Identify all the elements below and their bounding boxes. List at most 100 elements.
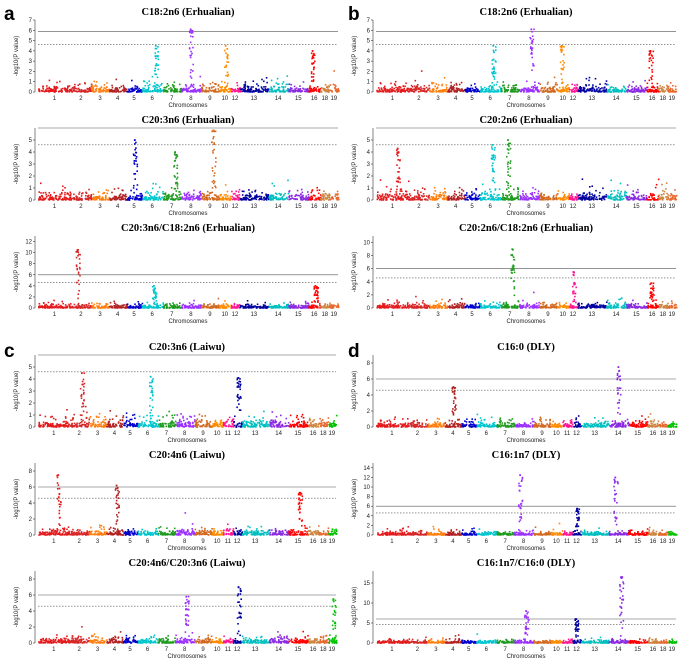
chromosome-2-points xyxy=(70,82,93,93)
snp-point xyxy=(396,91,399,93)
snp-point xyxy=(134,196,137,198)
snp-point xyxy=(208,307,211,309)
snp-point xyxy=(316,287,318,290)
y-tick-label: 2 xyxy=(367,174,371,180)
snp-point xyxy=(448,197,450,200)
snp-point xyxy=(471,194,473,196)
snp-point xyxy=(152,307,155,309)
snp-point xyxy=(113,198,116,201)
snp-point xyxy=(651,75,653,77)
snp-point xyxy=(158,186,161,189)
snp-point xyxy=(70,89,72,92)
snp-point xyxy=(652,85,654,88)
snp-point xyxy=(78,253,80,256)
snp-point xyxy=(312,73,315,75)
snp-point xyxy=(176,183,179,185)
snp-point xyxy=(492,196,495,198)
snp-point xyxy=(385,193,387,195)
snp-point xyxy=(498,85,501,88)
snp-point xyxy=(241,194,244,196)
snp-point xyxy=(268,196,270,199)
snp-point xyxy=(437,90,440,92)
chromosome-13-points xyxy=(239,189,270,201)
snp-point xyxy=(215,305,218,307)
snp-point xyxy=(162,303,165,305)
snp-point xyxy=(193,89,196,91)
snp-point xyxy=(651,71,654,73)
snp-point xyxy=(66,192,69,194)
chromosome-4-points xyxy=(109,300,128,309)
snp-point xyxy=(151,75,154,78)
snp-point xyxy=(270,197,272,200)
snp-point xyxy=(311,190,313,192)
snp-point xyxy=(450,196,453,199)
snp-point xyxy=(271,305,273,308)
snp-point xyxy=(288,90,291,93)
snp-point xyxy=(258,90,261,92)
snp-point xyxy=(560,51,563,53)
snp-point xyxy=(320,197,323,199)
snp-point xyxy=(132,305,135,308)
manhattan-plot-a3: C20:3n6/C18:2n6 (Erhualian)024681012-log… xyxy=(14,223,340,325)
snp-point xyxy=(46,85,48,87)
snp-point xyxy=(96,305,98,307)
snp-point xyxy=(160,90,162,93)
snp-point xyxy=(418,197,420,199)
snp-point xyxy=(62,302,64,305)
snp-point xyxy=(395,197,397,199)
snp-point xyxy=(157,55,159,57)
snp-point xyxy=(184,304,186,307)
x-tick-label: 16 xyxy=(311,96,318,102)
snp-point xyxy=(186,89,189,91)
snp-point xyxy=(155,294,157,297)
snp-point xyxy=(140,89,142,91)
peak-snp-point xyxy=(189,28,192,31)
snp-point xyxy=(384,89,387,92)
snp-point xyxy=(425,91,428,93)
snp-point xyxy=(184,88,186,91)
snp-point xyxy=(511,89,514,91)
snp-point xyxy=(451,198,453,200)
snp-point xyxy=(215,195,218,198)
chromosome-14-points xyxy=(606,84,628,93)
snp-point xyxy=(599,91,602,93)
snp-point xyxy=(172,193,175,195)
snp-point xyxy=(66,89,68,92)
snp-point xyxy=(255,305,257,308)
snp-point xyxy=(216,199,218,201)
snp-point xyxy=(639,85,642,87)
snp-point xyxy=(391,195,394,197)
x-tick-label: 19 xyxy=(330,96,337,102)
snp-point xyxy=(210,192,212,194)
snp-point xyxy=(643,91,646,93)
snp-point xyxy=(118,87,121,89)
snp-point xyxy=(273,185,275,187)
snp-point xyxy=(520,88,523,91)
snp-point xyxy=(285,89,288,92)
y-tick-label: 3 xyxy=(367,59,371,65)
snp-point xyxy=(178,305,181,307)
snp-point xyxy=(501,84,504,87)
snp-point xyxy=(282,91,285,93)
snp-point xyxy=(189,41,192,44)
snp-point xyxy=(233,302,236,305)
snp-point xyxy=(413,198,416,201)
x-tick-label: 14 xyxy=(275,204,282,210)
snp-point xyxy=(76,196,79,198)
snp-point xyxy=(76,306,79,309)
snp-point xyxy=(155,183,157,185)
snp-point xyxy=(569,88,571,91)
snp-point xyxy=(160,89,162,92)
snp-point xyxy=(407,198,409,200)
snp-point xyxy=(321,306,324,309)
snp-point xyxy=(38,197,40,200)
snp-point xyxy=(91,84,94,87)
snp-point xyxy=(471,193,474,195)
snp-point xyxy=(661,88,664,90)
snp-point xyxy=(666,88,668,90)
snp-point xyxy=(185,305,188,308)
snp-point xyxy=(172,194,174,197)
snp-point xyxy=(490,198,493,200)
snp-point xyxy=(549,91,552,93)
panel-letters: a bc d xyxy=(4,4,360,362)
